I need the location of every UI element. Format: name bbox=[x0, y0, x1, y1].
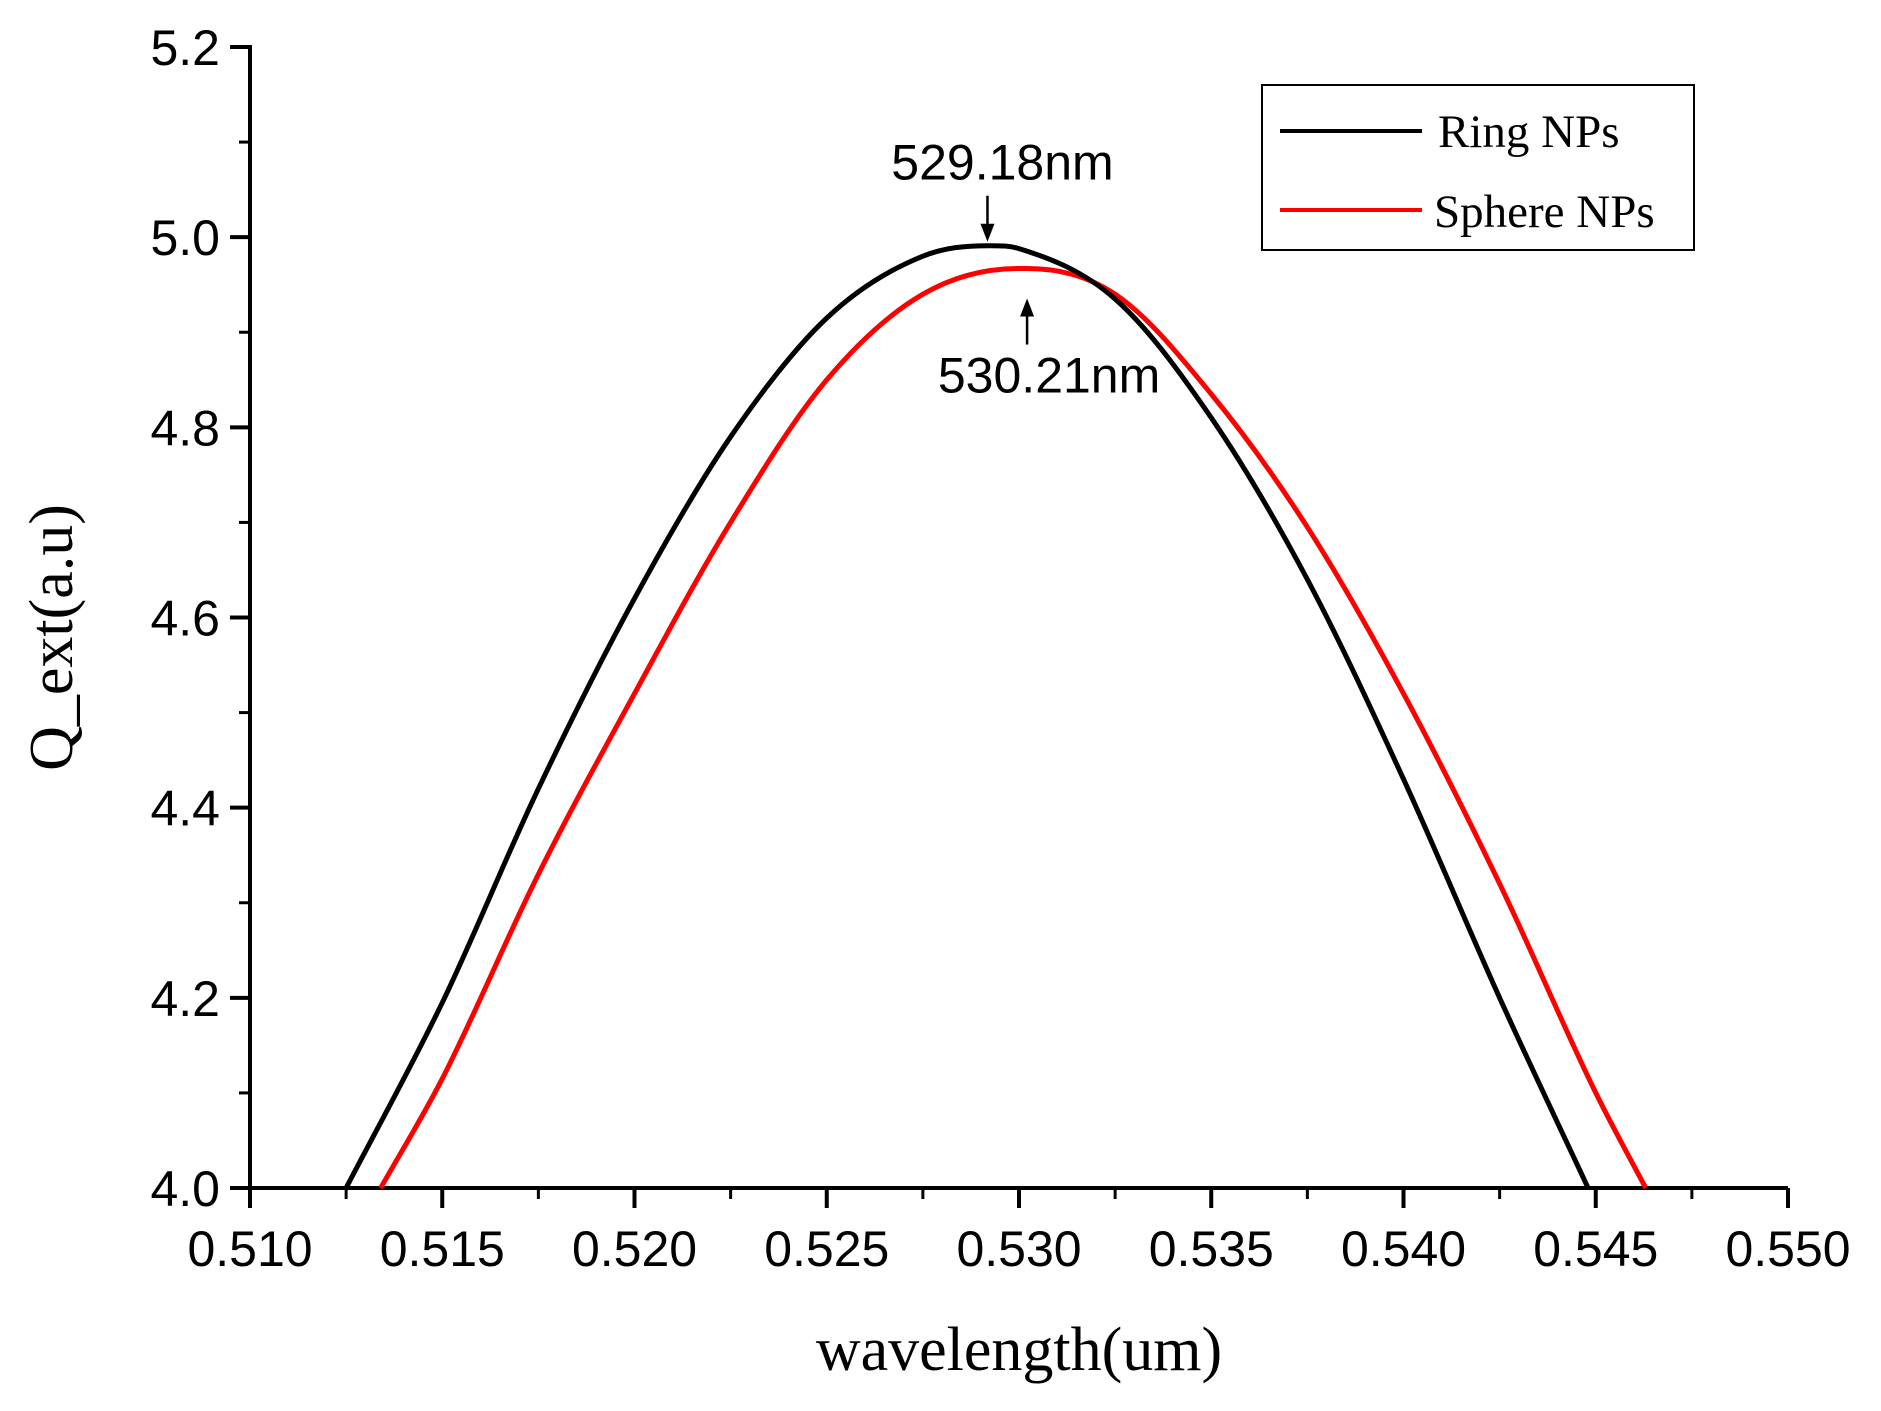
y-tick-label: 5.0 bbox=[150, 210, 220, 266]
x-tick-label: 0.530 bbox=[956, 1221, 1081, 1277]
y-axis-ticks: 4.0 4.2 4.4 4.6 4.8 5.0 5.2 bbox=[150, 20, 250, 1217]
series-layer bbox=[343, 243, 1648, 1190]
plot-area: 0.510 0.515 0.520 0.525 0.530 0.535 0.540 0.545… bbox=[150, 20, 1850, 1277]
legend-label-sphere: Sphere NPs bbox=[1434, 186, 1655, 238]
x-tick-label: 0.525 bbox=[764, 1221, 889, 1277]
series-line-ring-nps bbox=[343, 243, 1591, 1190]
annotation-layer: 529.18nm 530.21nm bbox=[891, 135, 1160, 404]
annotation-arrowhead bbox=[1020, 298, 1035, 317]
y-axis-title: Q_ext(a.u) bbox=[18, 504, 86, 771]
y-tick-label: 4.8 bbox=[150, 400, 220, 456]
y-tick-label: 4.2 bbox=[150, 971, 220, 1027]
x-axis-title: wavelength(um) bbox=[816, 1316, 1222, 1384]
legend-label-ring: Ring NPs bbox=[1438, 106, 1620, 158]
y-tick-label: 4.4 bbox=[150, 781, 220, 837]
x-tick-label: 0.540 bbox=[1341, 1221, 1466, 1277]
annotation-label: 529.18nm bbox=[891, 135, 1113, 191]
x-tick-label: 0.520 bbox=[572, 1221, 697, 1277]
x-tick-label: 0.535 bbox=[1149, 1221, 1274, 1277]
legend-box bbox=[1261, 84, 1695, 251]
y-tick-label: 5.2 bbox=[150, 20, 220, 76]
series-line-sphere-nps bbox=[378, 266, 1648, 1190]
y-tick-label: 4.0 bbox=[150, 1161, 220, 1217]
x-tick-label: 0.550 bbox=[1725, 1221, 1850, 1277]
x-tick-label: 0.510 bbox=[187, 1221, 312, 1277]
x-tick-label: 0.545 bbox=[1533, 1221, 1658, 1277]
annotation-label: 530.21nm bbox=[938, 348, 1160, 404]
x-axis-ticks: 0.510 0.515 0.520 0.525 0.530 0.535 0.540 0.545… bbox=[187, 1188, 1851, 1277]
x-tick-label: 0.515 bbox=[380, 1221, 505, 1277]
legend: Ring NPs Sphere NPs bbox=[1261, 84, 1695, 251]
annotation-arrowhead bbox=[980, 223, 995, 242]
y-tick-label: 4.6 bbox=[150, 591, 220, 647]
